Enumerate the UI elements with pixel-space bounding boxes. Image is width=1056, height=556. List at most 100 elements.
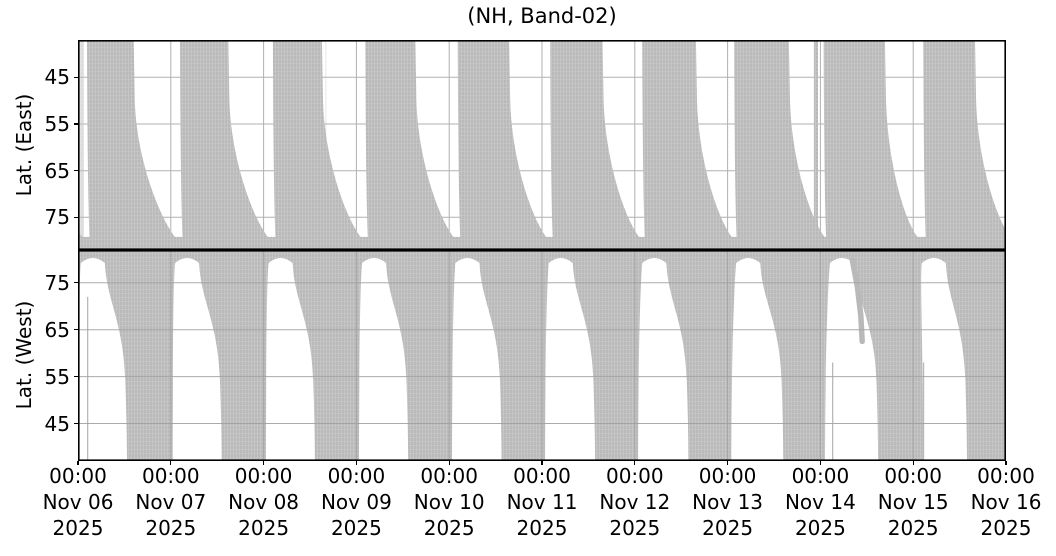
visibility-gap <box>452 257 502 461</box>
visibility-gap <box>172 257 222 461</box>
west-panel-spine <box>78 250 1006 461</box>
coverage-column <box>87 40 178 250</box>
coverage-column <box>923 40 1006 250</box>
x-tick-date: Nov 15 <box>877 490 949 514</box>
petal-split-band <box>849 257 865 345</box>
y-tick-label-east: 75 <box>44 205 70 230</box>
x-tick-label: 00:00 Nov 08 2025 <box>204 463 324 541</box>
x-tick-year: 2025 <box>423 516 475 540</box>
coverage-sliver <box>325 40 327 238</box>
visibility-gap <box>731 257 784 461</box>
y-tick-west <box>74 422 78 425</box>
y-tick-east <box>74 76 78 78</box>
visibility-gap <box>921 257 967 461</box>
x-tick-time: 00:00 <box>49 464 107 488</box>
x-tick-label: 00:00 Nov 10 2025 <box>389 463 509 541</box>
coverage-column <box>457 40 549 250</box>
x-tick-label: 00:00 Nov 07 2025 <box>111 463 231 541</box>
x-tick-year: 2025 <box>609 516 661 540</box>
coverage-column <box>734 40 827 250</box>
grid-bottom <box>78 250 1006 461</box>
x-tick <box>355 461 358 465</box>
chart-title: (NH, Band-02) <box>467 4 617 28</box>
x-tick <box>77 461 79 465</box>
x-tick <box>912 461 914 465</box>
x-tick-date: Nov 11 <box>506 490 578 514</box>
polar-strip <box>78 236 1006 250</box>
x-tick-time: 00:00 <box>884 464 942 488</box>
x-tick-time: 00:00 <box>141 464 200 488</box>
x-tick-label: 00:00 Nov 15 2025 <box>853 463 973 541</box>
coverage-column <box>180 40 271 250</box>
x-tick <box>262 461 265 465</box>
y-tick-label-east: 65 <box>44 158 70 183</box>
x-tick-year: 2025 <box>330 516 382 540</box>
x-tick-year: 2025 <box>516 516 568 540</box>
y-tick-east <box>74 123 78 125</box>
visibility-gap <box>265 257 315 461</box>
visibility-gap <box>78 257 127 461</box>
x-tick-label: 00:00 Nov 06 2025 <box>18 463 138 541</box>
x-tick <box>634 461 636 465</box>
x-tick-date: Nov 13 <box>692 490 764 514</box>
y-tick-west <box>74 375 78 378</box>
x-tick-label: 00:00 Nov 16 2025 <box>946 463 1056 541</box>
y-tick-label-west: 75 <box>44 270 70 295</box>
east-panel-spine <box>78 40 1006 250</box>
x-tick-year: 2025 <box>238 516 290 540</box>
x-tick-year: 2025 <box>980 516 1032 540</box>
coverage-column <box>823 40 920 250</box>
x-tick <box>541 461 543 465</box>
east-coverage-panel <box>78 40 1006 250</box>
mesh-hairline <box>832 362 834 461</box>
visibility-gap <box>545 257 596 461</box>
x-tick-date: Nov 09 <box>320 490 392 514</box>
x-tick-year: 2025 <box>887 516 939 540</box>
x-tick <box>726 461 729 465</box>
x-tick-time: 00:00 <box>327 464 386 488</box>
y-tick-label-west: 45 <box>44 411 70 436</box>
x-tick-year: 2025 <box>702 516 754 540</box>
visibility-gap <box>359 257 409 461</box>
x-tick-year: 2025 <box>794 516 846 540</box>
x-tick <box>170 461 172 465</box>
edge-sliver <box>78 40 84 250</box>
x-tick-year: 2025 <box>145 516 197 540</box>
mesh-hairline <box>87 296 89 461</box>
coverage-column <box>642 40 735 250</box>
x-tick-time: 00:00 <box>791 464 850 488</box>
visibility-gap <box>638 257 689 461</box>
visibility-gap <box>825 257 879 461</box>
y-tick-east <box>74 170 78 172</box>
x-tick-time: 00:00 <box>698 464 757 488</box>
x-tick-time: 00:00 <box>605 464 664 488</box>
coverage-column <box>365 40 456 250</box>
x-tick <box>448 461 450 465</box>
y-tick-west <box>74 329 78 331</box>
x-tick <box>1005 461 1007 465</box>
x-tick-label: 00:00 Nov 11 2025 <box>482 463 602 541</box>
coverage-column <box>550 40 642 250</box>
coverage-column <box>272 40 363 250</box>
y-tick-label-west: 65 <box>44 317 70 342</box>
y-tick-label-east: 55 <box>44 112 70 136</box>
x-tick-date: Nov 07 <box>135 490 207 514</box>
x-tick-label: 00:00 Nov 12 2025 <box>575 463 695 541</box>
x-tick-year: 2025 <box>52 516 104 540</box>
x-tick-date: Nov 14 <box>784 490 856 514</box>
x-tick-time: 00:00 <box>513 464 571 488</box>
mesh-hairline <box>922 362 925 461</box>
x-tick-label: 00:00 Nov 09 2025 <box>296 463 416 541</box>
x-tick-label: 00:00 Nov 14 2025 <box>760 463 880 541</box>
y-tick-east <box>74 216 78 218</box>
y-tick-west <box>74 282 78 284</box>
x-tick-date: Nov 10 <box>413 490 485 514</box>
east-coverage-mesh <box>78 40 1006 250</box>
y-tick-label-east: 45 <box>44 65 70 90</box>
x-tick-date: Nov 12 <box>599 490 671 514</box>
x-tick-date: Nov 08 <box>228 490 300 514</box>
y-tick-label-west: 55 <box>44 364 70 389</box>
x-tick-label: 00:00 Nov 13 2025 <box>668 463 788 541</box>
x-tick-time: 00:00 <box>234 464 293 488</box>
